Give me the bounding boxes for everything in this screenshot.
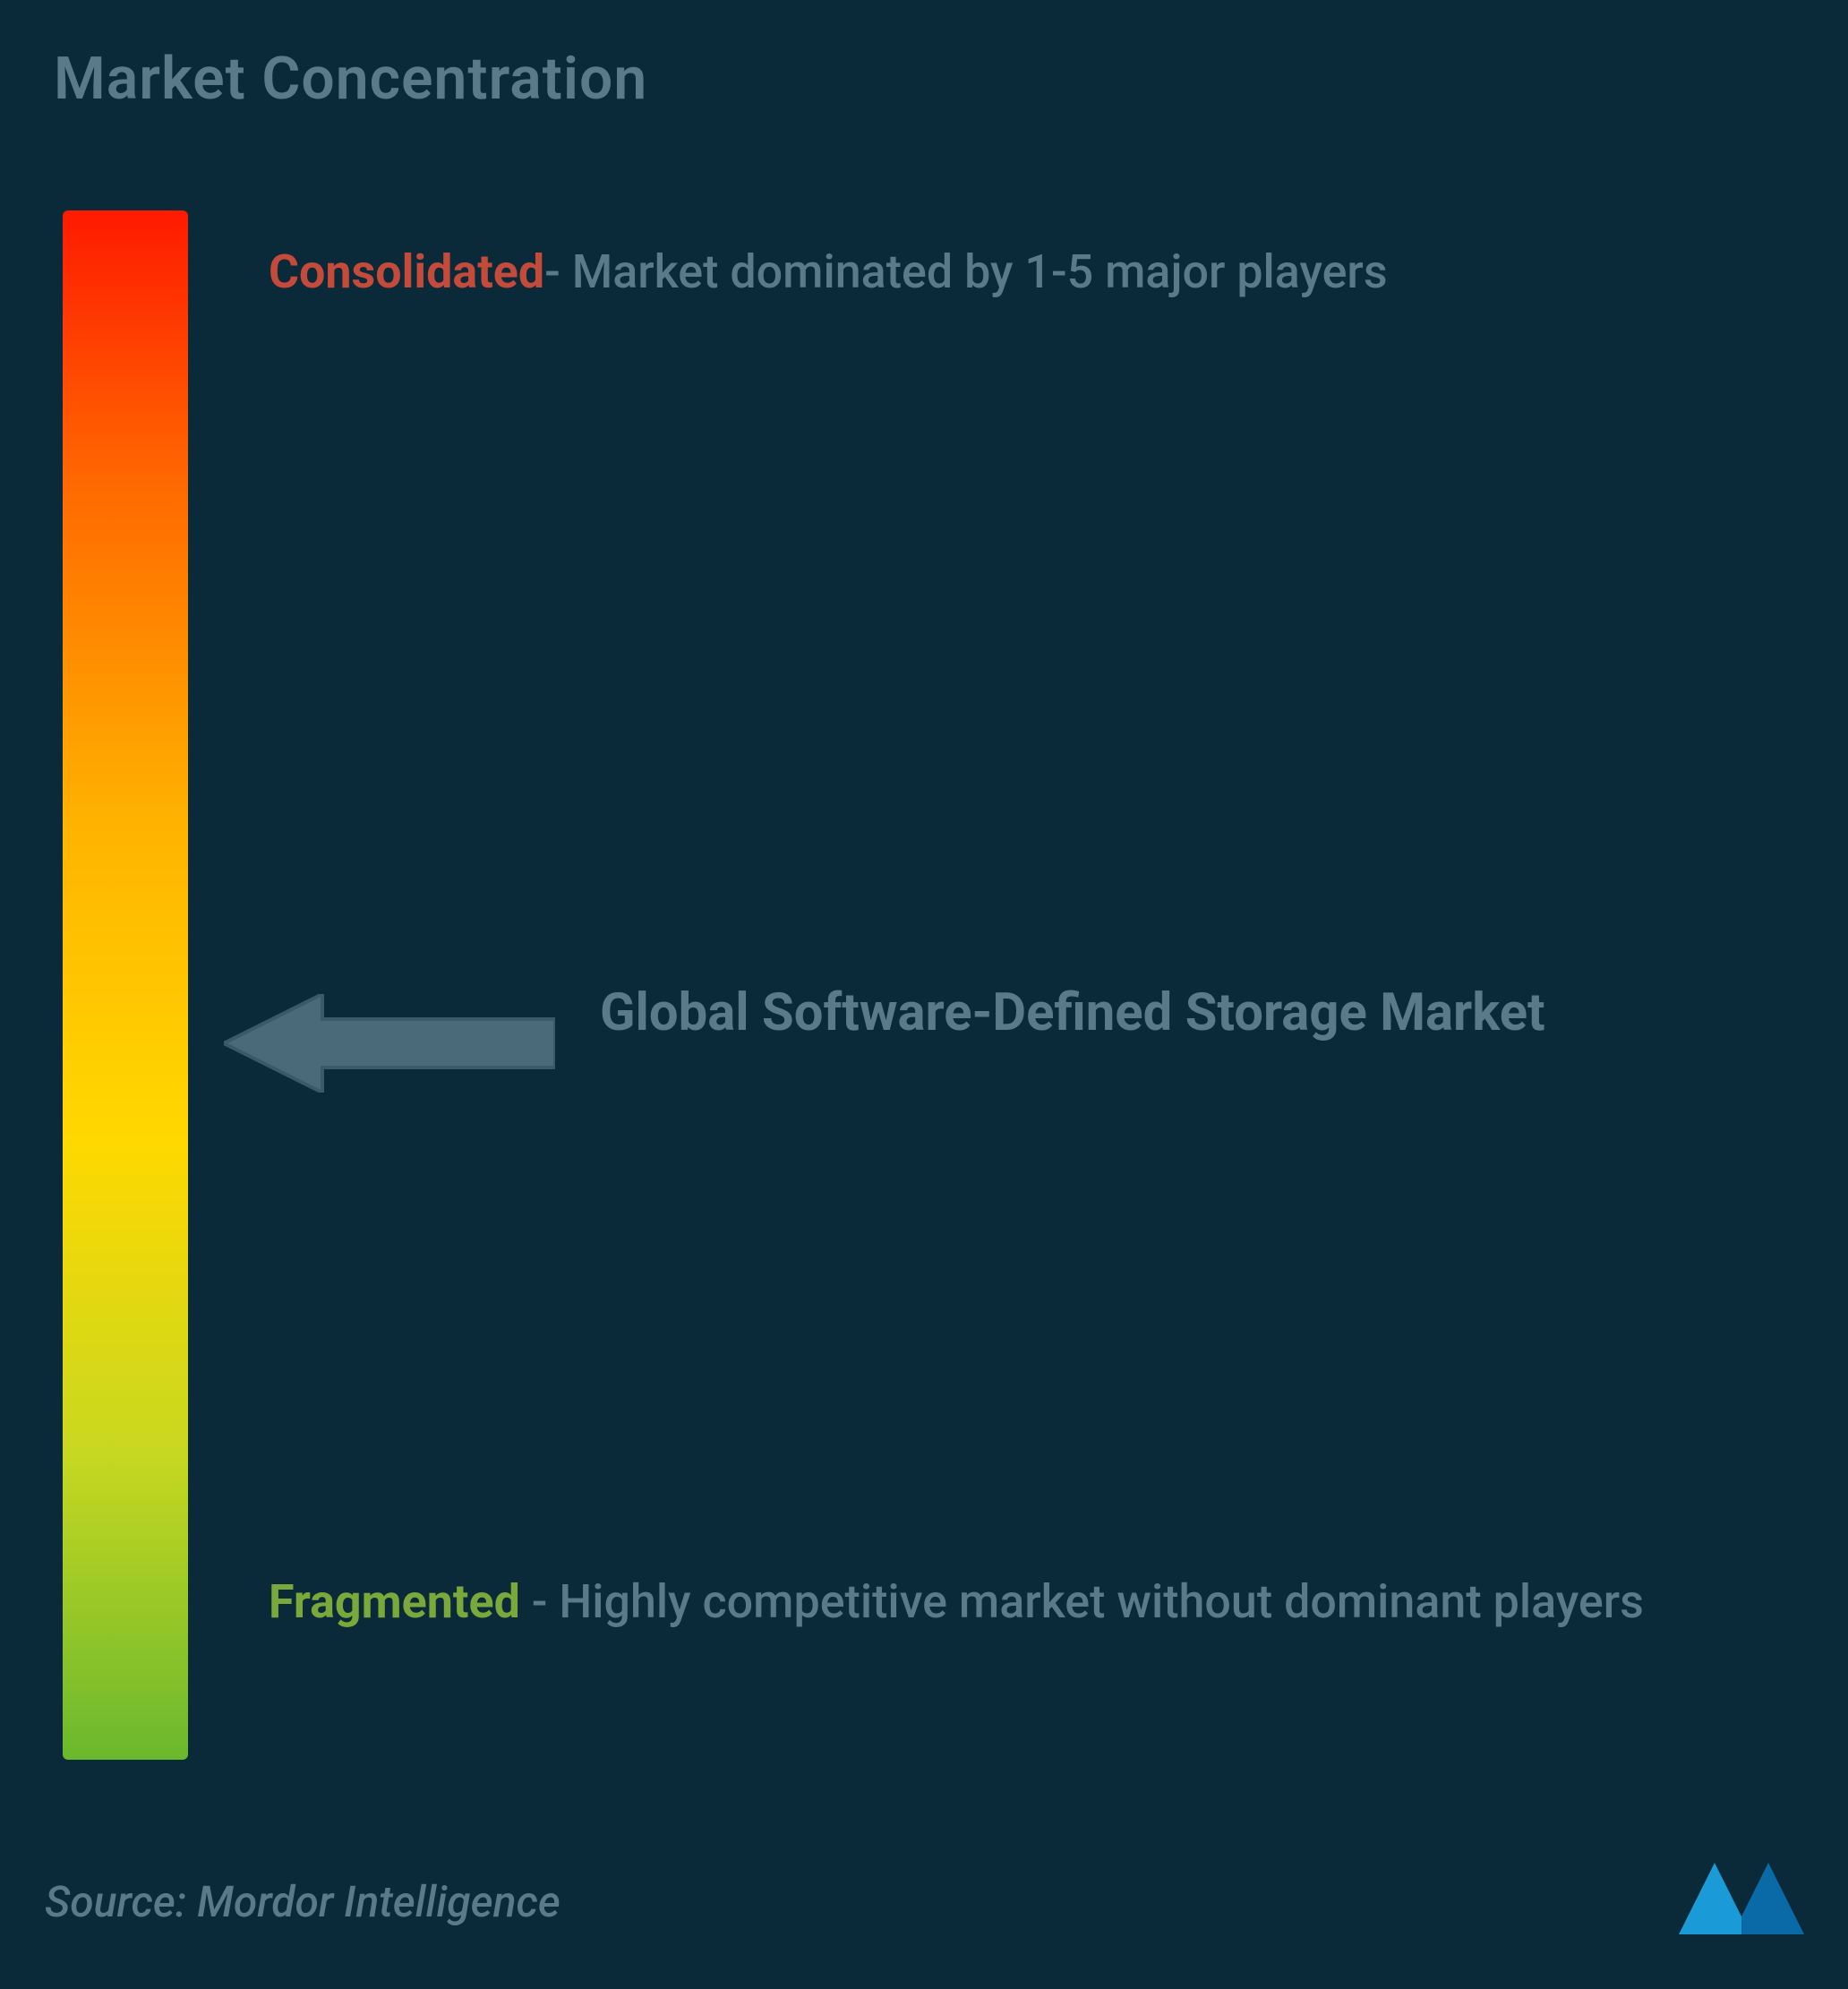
- concentration-gradient-bar: [63, 210, 188, 1760]
- fragmented-description: Fragmented - Highly competitive market w…: [269, 1558, 1644, 1647]
- mordor-logo-icon: [1674, 1845, 1809, 1943]
- consolidated-lead: Consolidated: [269, 244, 544, 299]
- source-attribution: Source: Mordor Intelligence: [45, 1876, 560, 1927]
- market-name-label: Global Software-Defined Storage Market: [600, 972, 1545, 1055]
- source-label: Source:: [45, 1876, 197, 1927]
- fragmented-rest: - Highly competitive market without domi…: [520, 1574, 1644, 1629]
- consolidated-rest: - Market dominated by 1-5 major players: [544, 244, 1387, 299]
- pointer-arrow-icon: [224, 994, 555, 1093]
- page-title: Market Concentration: [54, 45, 647, 114]
- infographic-frame: Market Concentration Consolidated- Marke…: [0, 0, 1848, 1989]
- consolidated-description: Consolidated- Market dominated by 1-5 ma…: [269, 228, 1388, 317]
- fragmented-lead: Fragmented: [269, 1574, 520, 1629]
- source-value: Mordor Intelligence: [197, 1876, 560, 1927]
